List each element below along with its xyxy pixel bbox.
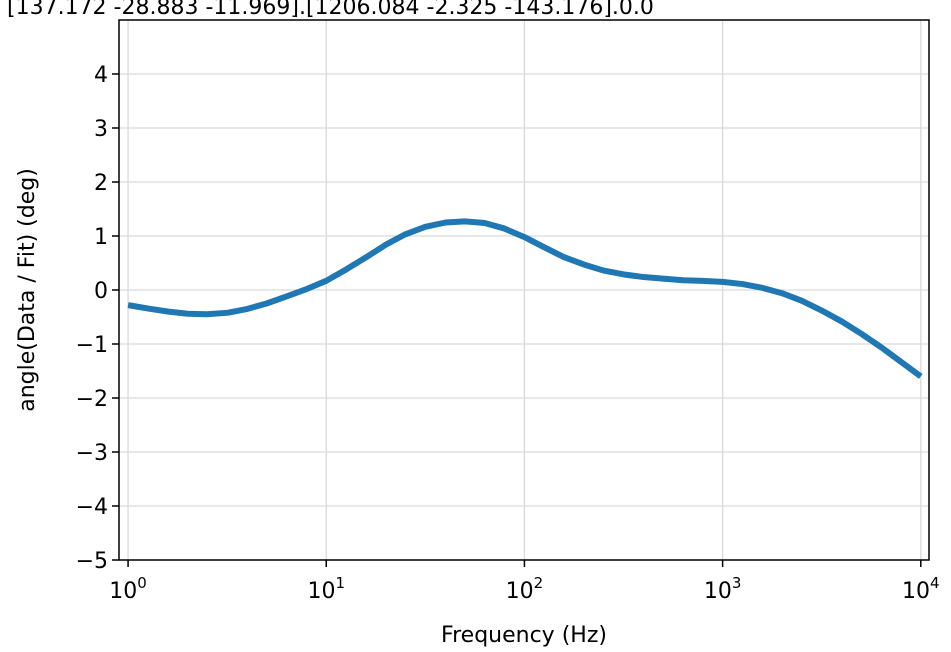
y-tick-label: 4 (94, 63, 108, 88)
x-tick-label: 101 (307, 574, 345, 604)
y-tick-label: 0 (94, 279, 108, 304)
x-tick-label: 104 (902, 574, 940, 604)
y-tick-label: 2 (94, 171, 108, 196)
series-line (127, 218, 923, 379)
chart-title: [137.172 -28.883 -11.969].[1206.084 -2.3… (7, 0, 654, 20)
axis-ticks: −5 −4 −3 −2 −1 0 1 2 3 4 100 101 102 103 104 (76, 63, 940, 604)
y-tick-label: −4 (76, 495, 108, 520)
y-tick-label: 1 (94, 225, 108, 250)
y-tick-label: −1 (76, 333, 108, 358)
y-tick-label: −3 (76, 441, 108, 466)
series-layer (127, 218, 923, 379)
x-axis-label: Frequency (Hz) (441, 623, 607, 648)
y-axis-label: angle(Data / Fit) (deg) (15, 168, 40, 412)
x-tick-label: 102 (506, 574, 544, 604)
x-tick-label: 100 (109, 574, 147, 604)
x-tick-label: 103 (704, 574, 742, 604)
y-tick-label: −5 (76, 549, 108, 574)
y-tick-label: −2 (76, 387, 108, 412)
y-tick-label: 3 (94, 117, 108, 142)
grid (119, 20, 929, 561)
